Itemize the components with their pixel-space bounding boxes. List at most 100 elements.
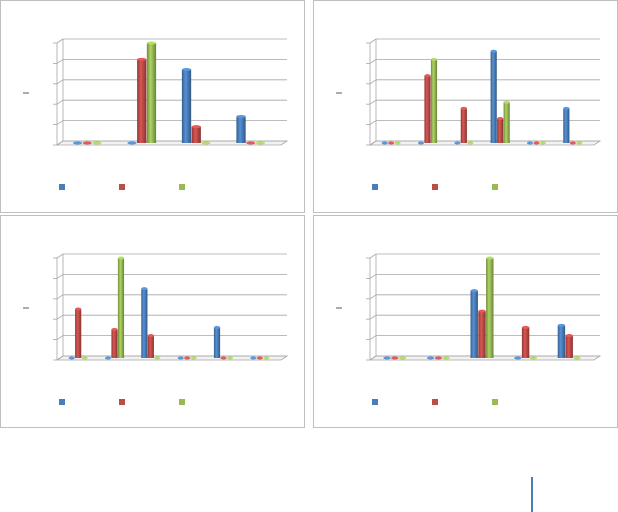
bar: [569, 141, 576, 145]
legend-swatch: [432, 399, 438, 405]
grid-line: [369, 120, 377, 125]
bar: [92, 141, 102, 145]
bar: [497, 117, 504, 143]
bar-body: [470, 290, 478, 358]
bar-body: [75, 309, 82, 358]
bar-cap: [72, 141, 83, 145]
bar-body: [111, 329, 118, 358]
bar: [75, 307, 82, 358]
grid-line: [369, 274, 377, 279]
bar: [391, 356, 399, 360]
bar: [191, 125, 201, 143]
legend-swatch: [372, 184, 378, 190]
bar-cap: [521, 325, 530, 329]
bar: [424, 74, 431, 143]
bar: [529, 356, 538, 360]
bar-cap: [213, 325, 221, 329]
legend-swatch: [372, 399, 378, 405]
bar: [442, 356, 450, 360]
bar: [426, 356, 435, 360]
bar-cap: [117, 256, 125, 260]
bar: [154, 356, 161, 360]
bar: [213, 325, 221, 358]
bar-cap: [503, 100, 510, 104]
legend-swatch: [119, 399, 125, 405]
bar: [181, 68, 192, 143]
bar-cap: [533, 141, 540, 145]
grid-line: [56, 99, 64, 105]
bar-cap: [111, 327, 118, 331]
bar-cap: [92, 141, 102, 145]
bar: [381, 141, 388, 145]
grid-line: [369, 294, 377, 300]
bar-cap: [255, 141, 266, 145]
bar: [147, 334, 154, 358]
bar-cap: [381, 141, 388, 145]
bar: [557, 323, 566, 358]
bar-body: [565, 335, 573, 358]
bar-body: [486, 258, 494, 358]
legend-swatch: [492, 184, 498, 190]
bar-cap: [81, 356, 88, 360]
bar-cap: [127, 141, 137, 145]
bar-cap: [246, 141, 256, 145]
bar-cap: [526, 141, 534, 145]
bar-body: [141, 288, 148, 358]
grid-line: [56, 294, 64, 300]
bar: [467, 141, 474, 145]
bar: [460, 106, 467, 143]
legend-swatch: [119, 184, 125, 190]
bar-cap: [68, 356, 75, 360]
bar-cap: [442, 356, 450, 360]
bar-cap: [430, 57, 438, 61]
bar: [104, 356, 112, 360]
bar: [184, 356, 191, 360]
bar: [127, 141, 137, 145]
grid-line: [56, 355, 64, 361]
grid-line: [369, 253, 377, 259]
bar-cap: [177, 356, 184, 360]
bar-cap: [514, 356, 522, 360]
bar-body: [460, 108, 467, 143]
bar-cap: [398, 356, 407, 360]
bar-cap: [394, 141, 401, 145]
bar: [478, 309, 486, 358]
bar-cap: [565, 334, 573, 338]
legend-swatch: [179, 184, 185, 190]
bar: [526, 141, 534, 145]
bar-body: [478, 311, 486, 358]
bar-body: [503, 102, 510, 143]
bar: [263, 356, 270, 360]
grid-line: [56, 120, 64, 125]
bar-cap: [146, 41, 157, 45]
grid-line: [369, 314, 377, 320]
chart-panel: [313, 215, 618, 428]
bar-cap: [486, 256, 494, 260]
bar: [82, 141, 92, 145]
grid-line: [56, 253, 64, 259]
bar-cap: [576, 141, 583, 145]
bar-body: [490, 51, 497, 144]
bar-cap: [154, 356, 161, 360]
bar-cap: [388, 141, 395, 145]
bar-cap: [529, 356, 538, 360]
bar-cap: [539, 141, 547, 145]
bar: [434, 356, 443, 360]
bar-cap: [454, 141, 461, 145]
bar: [514, 356, 522, 360]
bar-body: [236, 116, 246, 143]
bar-cap: [82, 141, 92, 145]
bar-cap: [147, 334, 154, 338]
bar-cap: [137, 57, 147, 61]
bar-body: [521, 327, 530, 358]
chart: [336, 253, 602, 405]
bar-body: [146, 43, 157, 143]
bar: [576, 141, 583, 145]
bar: [565, 334, 573, 358]
bar-cap: [141, 287, 148, 291]
grid-line: [56, 79, 64, 85]
bar-body: [117, 258, 125, 358]
bar-cap: [478, 309, 486, 313]
